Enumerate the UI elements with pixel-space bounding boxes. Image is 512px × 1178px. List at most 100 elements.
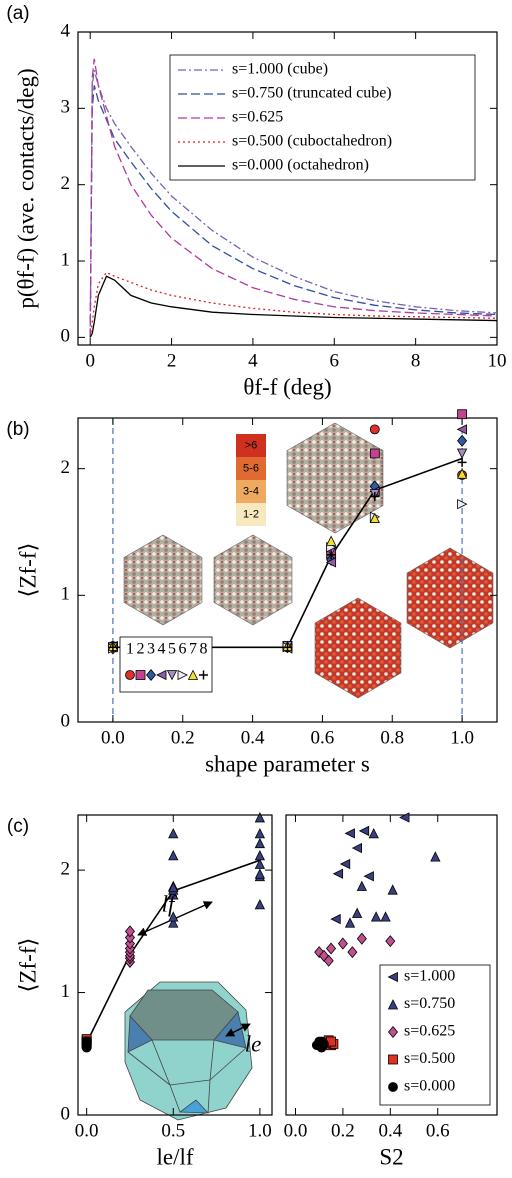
data-point	[283, 642, 292, 652]
data-point	[457, 457, 467, 467]
x-tick-label: 0.2	[331, 1120, 355, 1141]
y-tick-label: 1	[61, 584, 71, 605]
data-point	[344, 917, 356, 928]
x-axis-label: le/lf	[156, 1144, 193, 1169]
truncated-octahedron	[124, 901, 253, 1121]
y-tick-label: 0	[61, 1103, 71, 1124]
colorbar-label: 3-4	[243, 485, 259, 497]
legend-marker	[166, 670, 178, 681]
data-point	[168, 850, 179, 861]
panel-label: (c)	[7, 816, 29, 837]
x-tick-label: 0.5	[161, 1120, 185, 1141]
legend-marker	[387, 999, 399, 1010]
x-tick-label: 0.6	[426, 1120, 450, 1141]
data-point	[385, 935, 396, 948]
y-tick-label: 1	[61, 249, 71, 270]
data-point	[363, 871, 374, 882]
data-point	[457, 409, 467, 420]
legend-marker	[187, 669, 199, 680]
data-point	[351, 842, 363, 854]
data-point	[369, 448, 380, 459]
data-point	[325, 535, 337, 546]
data-point	[456, 448, 468, 459]
y-tick-label: 2	[61, 457, 71, 478]
data-point	[124, 937, 135, 950]
legend-marker	[387, 971, 398, 983]
panel-label: (a)	[6, 3, 29, 24]
y-axis-label: ⟨Zf-f⟩	[15, 938, 40, 993]
data-point	[254, 868, 266, 879]
data-point	[323, 954, 334, 967]
x-axis-label: S2	[379, 1144, 403, 1169]
x-axis-label: θf-f (deg)	[243, 374, 331, 399]
data-point	[456, 424, 467, 435]
legend-label: 5	[168, 641, 176, 658]
data-point	[108, 642, 118, 652]
packing-image	[314, 597, 402, 699]
data-point	[254, 827, 266, 839]
data-point	[344, 828, 355, 839]
legend-marker	[145, 668, 157, 682]
legend-marker	[125, 670, 135, 680]
annotation: le	[245, 1031, 262, 1056]
y-tick-label: 1	[61, 981, 71, 1002]
data-point	[316, 1042, 327, 1053]
plot-frame	[285, 814, 498, 1116]
plot-frame	[77, 814, 273, 1116]
data-point	[168, 911, 179, 922]
legend-marker	[199, 670, 208, 680]
legend-label: s=1.000 (cube)	[232, 61, 328, 78]
x-tick-label: 0.4	[378, 1120, 402, 1141]
panel-label: (b)	[6, 419, 29, 440]
data-point	[254, 812, 266, 823]
legend-label: s=0.750 (truncated cube)	[232, 85, 392, 102]
x-tick-label: 4	[248, 350, 258, 371]
legend-box	[379, 964, 491, 1106]
data-point	[326, 550, 336, 560]
data-point	[370, 911, 382, 922]
data-point	[387, 884, 398, 895]
colorbar-swatch	[236, 434, 266, 457]
legend-label: 1	[126, 641, 134, 658]
plot-frame	[77, 417, 498, 723]
colorbar-label: 1-2	[243, 508, 259, 520]
data-point	[457, 498, 468, 510]
solid-face	[178, 1099, 209, 1114]
data-line	[89, 271, 497, 338]
x-tick-label: 2	[167, 350, 177, 371]
data-point	[370, 492, 380, 502]
data-point	[347, 946, 358, 959]
colorbar-swatch	[236, 503, 266, 526]
legend-label: s=0.625	[404, 1023, 455, 1040]
solid-face	[127, 1015, 153, 1053]
trend-line	[85, 859, 261, 1044]
y-axis-label: p(θf-f) (ave. contacts/deg)	[13, 68, 38, 308]
data-point	[399, 812, 410, 823]
y-tick-label: 2	[61, 173, 71, 194]
legend-label: s=0.625	[232, 109, 283, 126]
y-tick-label: 3	[61, 97, 71, 118]
legend-marker	[177, 669, 188, 681]
colorbar-swatch	[236, 480, 266, 503]
annotation: lf	[162, 891, 178, 916]
data-point	[326, 942, 337, 955]
data-point	[456, 468, 468, 479]
colorbar-label: 5-6	[243, 462, 259, 474]
legend-label: s=0.750	[404, 995, 455, 1012]
data-point	[124, 931, 135, 944]
legend-label: s=1.000	[404, 968, 455, 985]
legend-label: 2	[137, 641, 145, 658]
y-tick-label: 2	[61, 858, 71, 879]
particle-insets	[123, 422, 494, 699]
x-tick-label: 0.0	[101, 727, 125, 748]
data-point	[168, 917, 179, 928]
data-point	[168, 827, 179, 839]
x-tick-label: 10	[488, 350, 507, 371]
packing-image	[406, 547, 494, 649]
data-line	[89, 275, 497, 338]
legend-label: 6	[179, 641, 187, 658]
x-tick-label: 1.0	[450, 727, 474, 748]
legend-label: s=0.000	[404, 1078, 455, 1095]
data-point	[356, 932, 367, 945]
data-point	[368, 827, 379, 839]
